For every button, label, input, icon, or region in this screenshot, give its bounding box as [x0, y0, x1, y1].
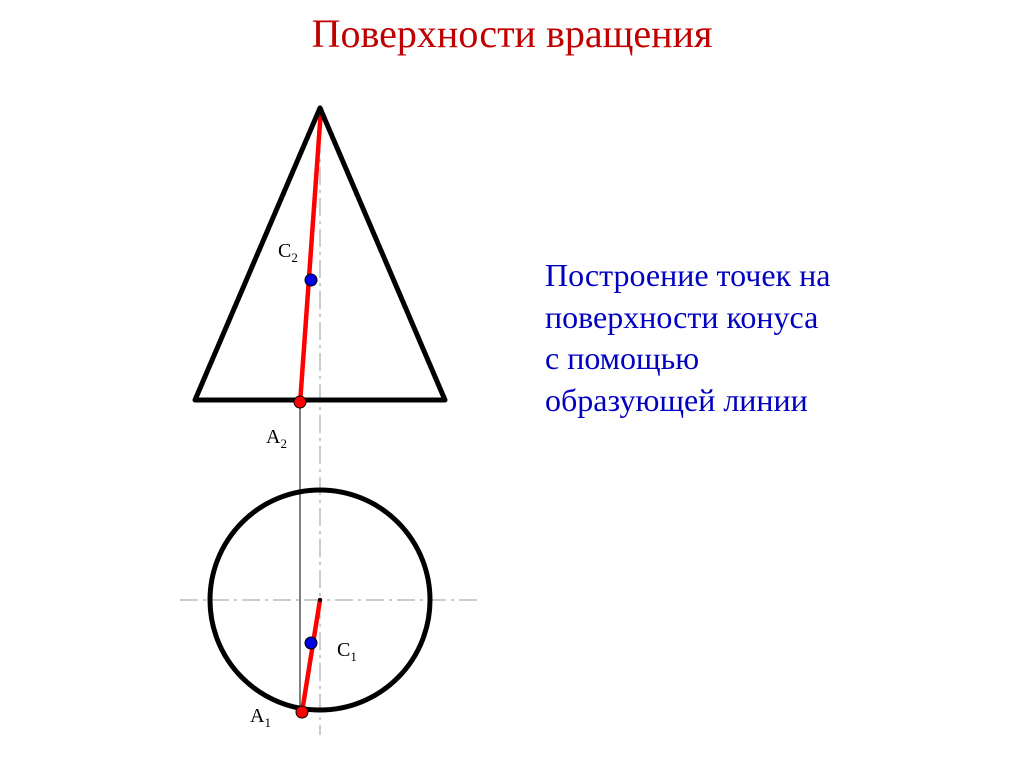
label-a1: A1 — [250, 705, 271, 731]
projection-diagram — [120, 90, 520, 750]
label-c2: C2 — [278, 240, 298, 266]
diagram-container: C2 A2 C1 A1 — [120, 90, 520, 750]
page-title: Поверхности вращения — [0, 10, 1024, 57]
label-a2: A2 — [266, 426, 287, 452]
description-text: Построение точек наповерхности конусас п… — [545, 255, 830, 421]
label-c1: C1 — [337, 639, 357, 665]
